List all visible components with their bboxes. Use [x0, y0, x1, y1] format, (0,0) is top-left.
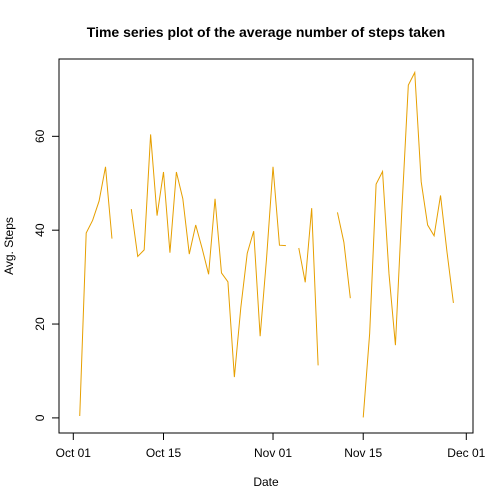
x-tick-label: Oct 01	[56, 446, 92, 460]
y-tick-label: 20	[33, 317, 47, 331]
y-tick-label: 0	[33, 414, 47, 421]
x-tick-label: Nov 15	[344, 446, 382, 460]
y-axis-label: Avg. Steps	[2, 217, 16, 275]
series-line-segment	[336, 212, 351, 299]
x-tick-label: Nov 01	[254, 446, 292, 460]
series-line-segment	[130, 134, 286, 378]
series-line-segment	[298, 208, 319, 366]
y-axis: 0 20 40 60	[33, 129, 60, 421]
x-axis-label: Date	[253, 475, 279, 489]
series-layer	[79, 70, 454, 418]
x-tick-label: Oct 15	[146, 446, 182, 460]
x-axis: Oct 01 Oct 15 Nov 01 Nov 15 Dec 01	[56, 432, 486, 460]
x-tick-label: Dec 01	[447, 446, 485, 460]
series-line-segment	[79, 166, 113, 417]
y-tick-label: 60	[33, 129, 47, 143]
y-tick-label: 40	[33, 223, 47, 237]
series-line-segment	[362, 70, 454, 418]
plot-area-frame	[58, 58, 474, 434]
chart-title: Time series plot of the average number o…	[87, 24, 445, 40]
